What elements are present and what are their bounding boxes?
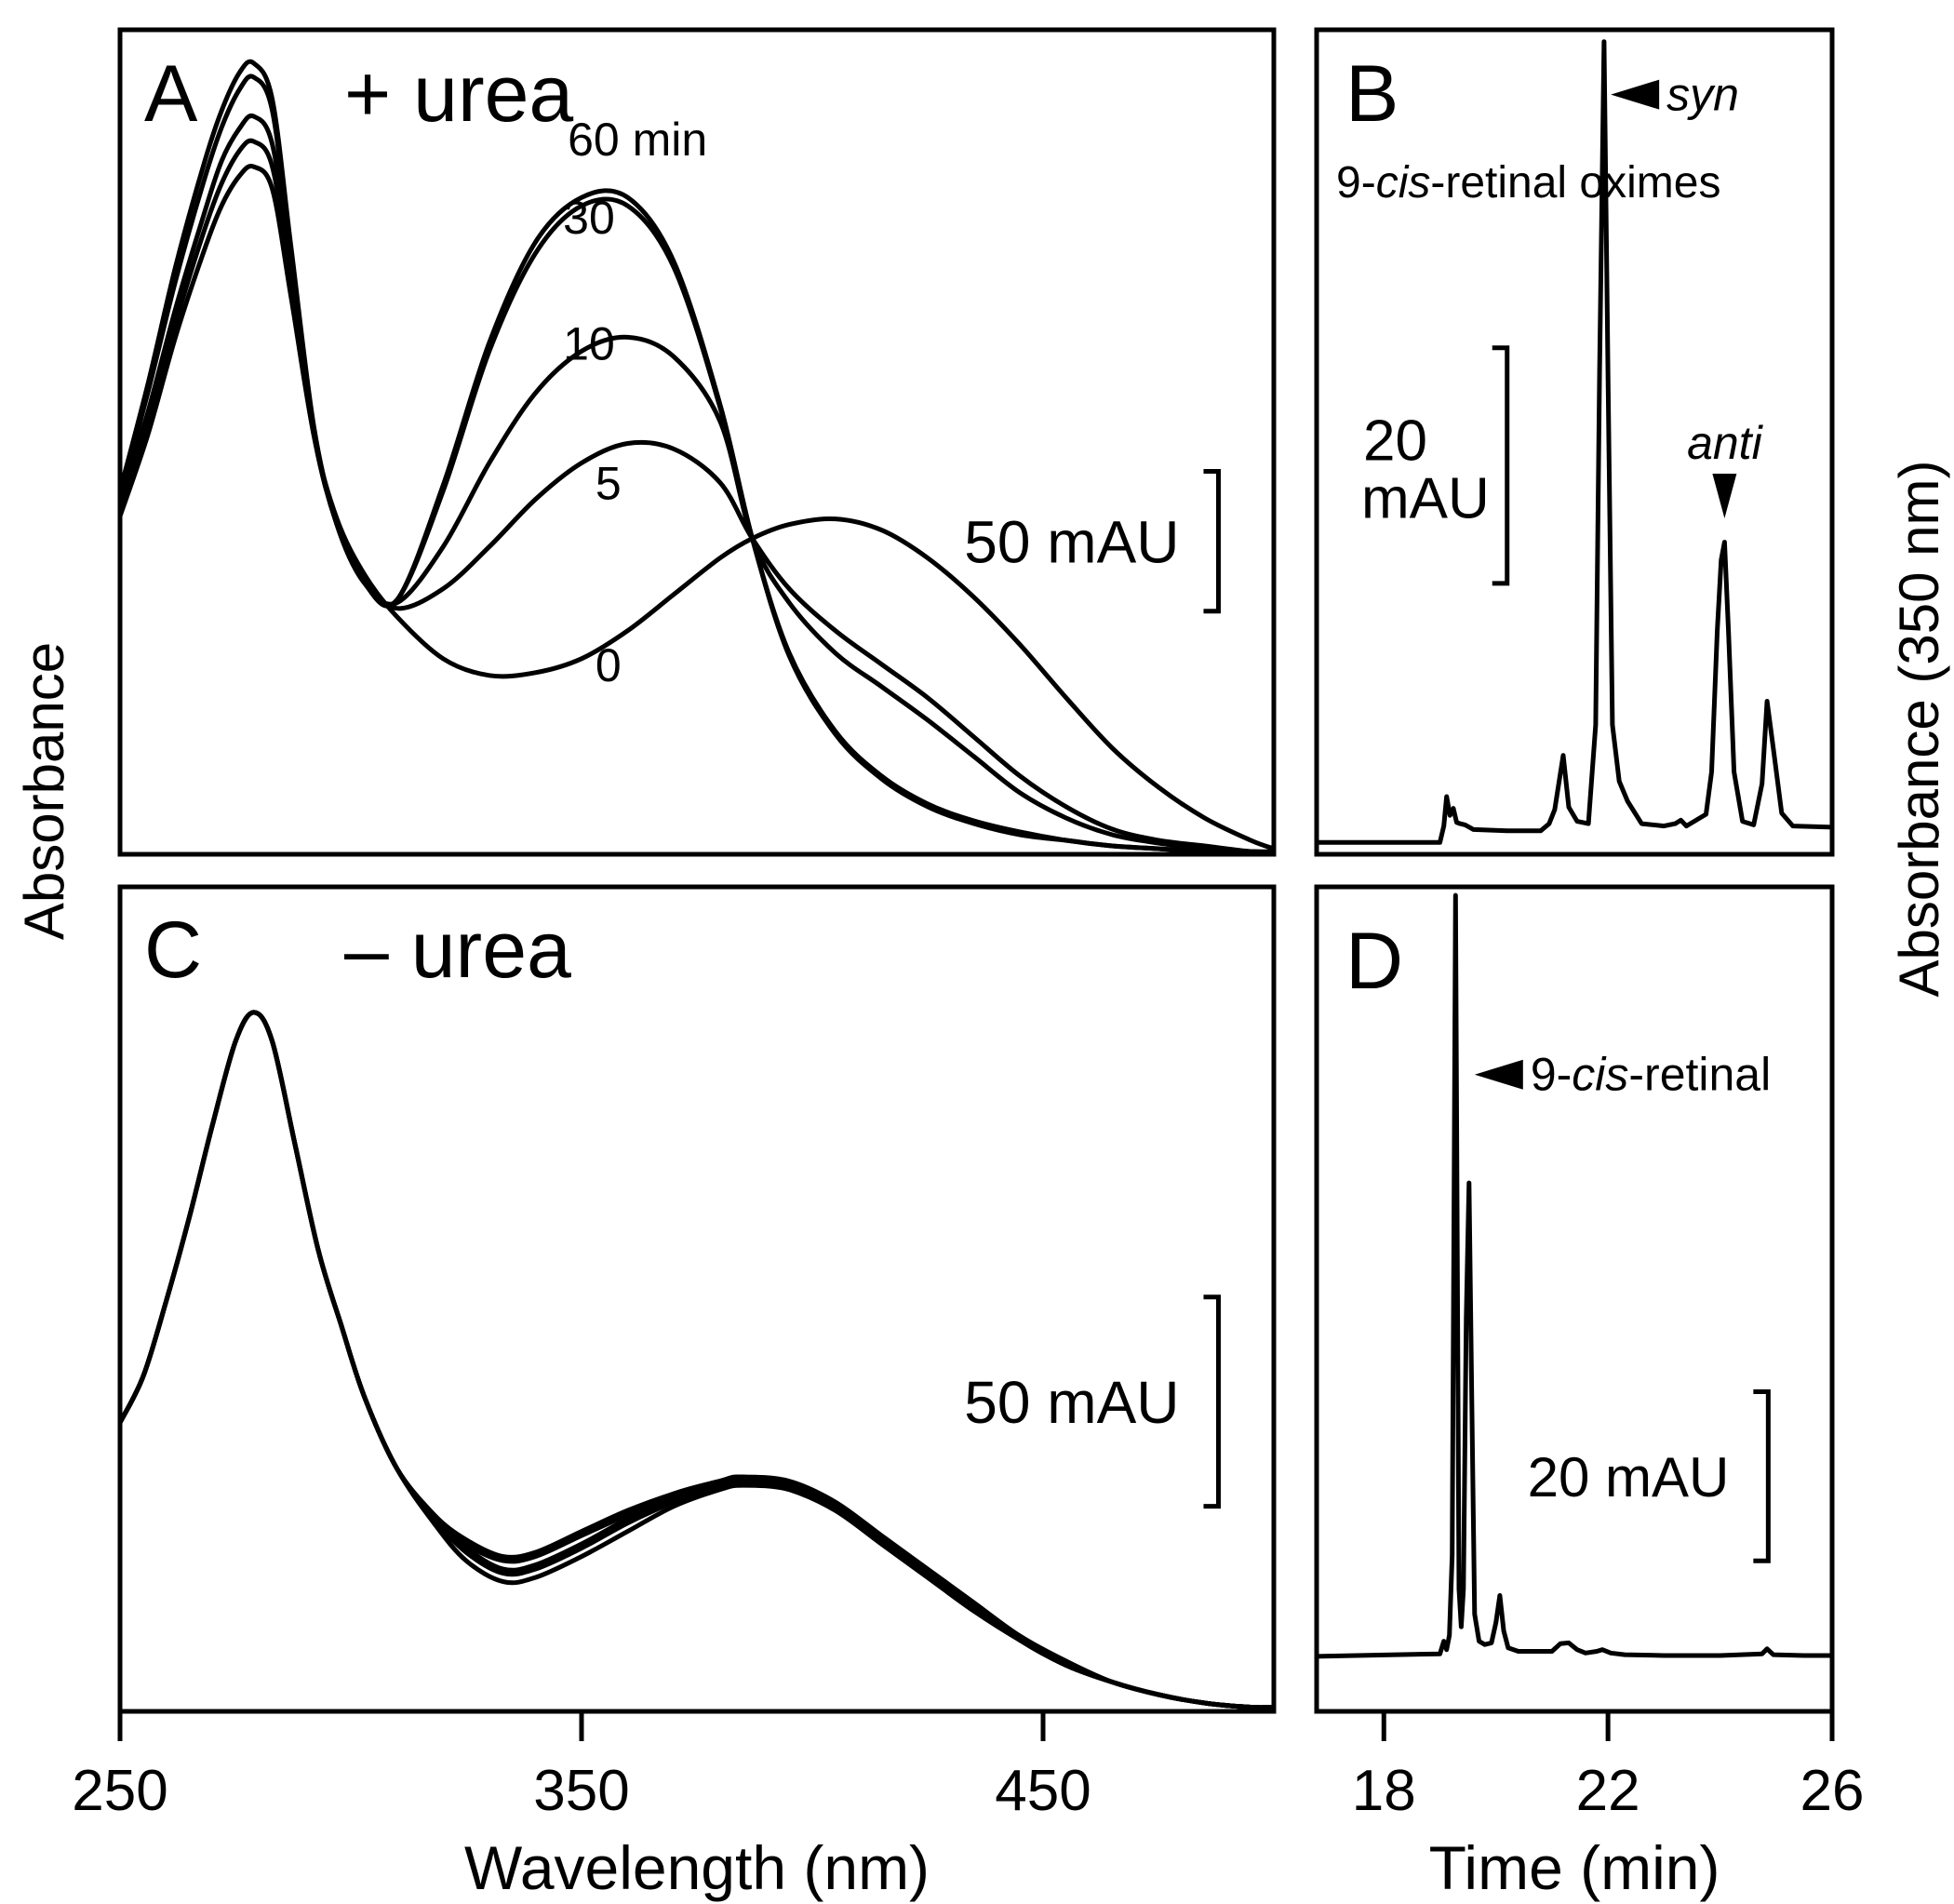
condition-label-a: + urea <box>344 49 573 139</box>
panel-b-subtitle: 9-cis-retinal oximes <box>1336 158 1720 208</box>
panel-c-frame <box>117 884 1277 1714</box>
y-axis-label-left: Absorbance <box>13 642 75 940</box>
arrowhead-left-icon-d-0 <box>1474 1059 1523 1090</box>
annotation-label-b-0: syn <box>1666 69 1739 121</box>
curve-label-5: 5 <box>596 458 622 510</box>
scale-bar-d <box>1753 1389 1771 1563</box>
annotation-part: cis <box>1572 1049 1628 1101</box>
series-line-a-0-min <box>120 164 1274 851</box>
panel-b-frame <box>1314 27 1835 857</box>
annotation-part: 9- <box>1531 1049 1572 1101</box>
x-tick-label-d-22: 22 <box>1576 1759 1640 1823</box>
curve-label-0: 0 <box>596 639 622 691</box>
scale-bar-label-b-line2: mAU <box>1361 466 1490 530</box>
panel-label-b: B <box>1345 49 1399 139</box>
y-axis-label-right: Absorbance (350 nm) <box>1888 461 1950 998</box>
curve-label-60-min: 60 min <box>568 114 707 166</box>
subtitle-part-3: -retinal oximes <box>1430 158 1720 208</box>
panel-label-a: A <box>144 49 198 139</box>
panel-a-frame <box>117 27 1277 857</box>
panel-label-c: C <box>144 905 202 995</box>
condition-label-c: – urea <box>344 905 571 995</box>
x-tick-label-c-250: 250 <box>72 1759 167 1823</box>
x-tick-label-c-450: 450 <box>995 1759 1091 1823</box>
subtitle-part-1: 9- <box>1336 158 1376 208</box>
scale-bar-label-b-line1: 20 <box>1363 409 1427 473</box>
series-line-d-d-chromatogram <box>1317 892 1832 1659</box>
x-axis-label-wavelength: Wavelength (nm) <box>464 1833 930 1902</box>
series-line-c-60-min <box>120 1010 1274 1710</box>
scale-bar-b <box>1492 345 1510 586</box>
panel-d-frame <box>1314 884 1835 1714</box>
annotation-label-d-0: 9-cis-retinal <box>1531 1049 1771 1101</box>
x-axis-label-time: Time (min) <box>1429 1833 1720 1902</box>
scale-bar-label-a: 50 mAU <box>964 509 1179 576</box>
series-line-a-30-min <box>120 74 1274 854</box>
scale-bar-label-c: 50 mAU <box>964 1369 1179 1436</box>
scale-bar-c <box>1203 1294 1221 1509</box>
subtitle-part-2: cis <box>1376 158 1431 208</box>
series-line-a-60-min <box>120 59 1274 854</box>
series-line-b-b-chromatogram <box>1317 39 1832 845</box>
x-tick-label-c-350: 350 <box>533 1759 629 1823</box>
series-line-c-5-min <box>120 1010 1274 1710</box>
curve-label-10: 10 <box>563 317 615 369</box>
curve-label-30: 30 <box>563 192 615 244</box>
scale-bar-label-d: 20 mAU <box>1528 1446 1730 1508</box>
x-tick-label-d-18: 18 <box>1352 1759 1416 1823</box>
scale-bar-a <box>1203 469 1221 614</box>
series-line-c-10-min <box>120 1010 1274 1710</box>
series-line-a-5-min <box>120 138 1274 854</box>
x-tick-label-d-26: 26 <box>1800 1759 1865 1823</box>
annotation-part: -retinal <box>1628 1049 1771 1101</box>
arrowhead-left-icon-b-0 <box>1611 79 1660 110</box>
arrowhead-down-icon-b-1 <box>1712 473 1737 518</box>
series-line-a-10-min <box>120 113 1274 854</box>
series-line-c-0-min <box>120 1010 1274 1710</box>
series-line-c-30-min <box>120 1010 1274 1710</box>
panel-label-d: D <box>1345 917 1403 1006</box>
annotation-label-b-1: anti <box>1687 417 1764 469</box>
